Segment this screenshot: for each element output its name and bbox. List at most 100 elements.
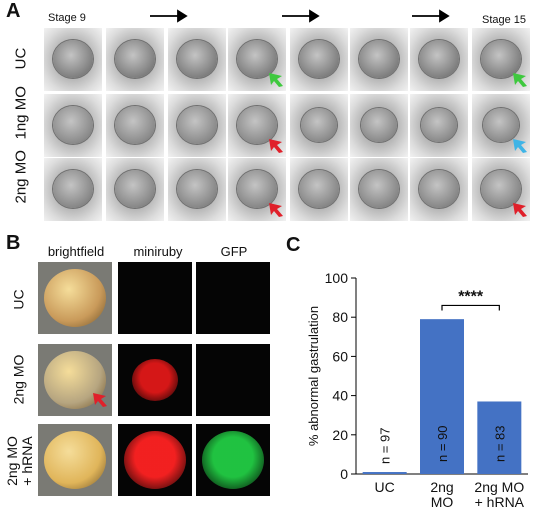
embryo [359,39,399,78]
embryo-image [290,94,348,157]
embryo-image [44,94,102,157]
embryo [299,39,339,78]
embryo [115,105,155,144]
embryo [202,431,264,489]
embryo [115,39,155,78]
bar [477,401,522,474]
right-arrow-head-icon [177,9,188,23]
microscopy-image [38,344,112,416]
embryo-image [106,158,164,221]
x-category-label: MO [431,494,454,510]
embryo-image [106,28,164,91]
n-count-label: n = 97 [378,428,393,465]
y-tick-label: 40 [332,388,348,404]
embryo [299,169,339,208]
microscopy-image [118,262,192,334]
embryo-image [44,158,102,221]
panel-a-row-label-uc: UC [12,47,30,70]
embryo [177,39,217,78]
pointer-arrow-icon [513,139,527,153]
panel-a-row-label-2ng: 2ng MO [12,150,30,204]
y-tick-label: 20 [332,427,348,443]
panel-a-row-label-1ng: 1ng MO [12,86,30,140]
embryo-image [410,94,468,157]
embryo-image [168,94,226,157]
embryo [481,169,521,208]
embryo-image [472,94,530,157]
embryo-image [350,94,408,157]
abnormal-gastrulation-bar-chart: 0 20 40 60 80 100 % abnormal gastrulation n = 9… [306,270,528,510]
embryo [359,169,399,208]
bar [420,319,464,474]
embryo [237,39,277,78]
bar [362,472,407,474]
embryo [237,169,277,208]
column-label-brightfield: brightfield [47,244,105,259]
pointer-arrow-icon [269,139,283,153]
embryo-image [410,28,468,91]
embryo-image [106,94,164,157]
embryo [124,431,186,489]
right-arrow-head-icon [439,9,450,23]
stage-start-label: Stage 9 [48,12,86,24]
embryo-image [290,28,348,91]
microscopy-image [38,262,112,334]
n-count-label: n = 83 [492,425,507,462]
embryo [481,39,521,78]
embryo [301,107,337,142]
y-tick-label: 0 [340,466,348,482]
embryo [132,359,178,401]
embryo [44,269,106,327]
panel-a-letter: A [6,0,21,22]
embryo-image [350,158,408,221]
embryo-image [410,158,468,221]
embryo-image [44,28,102,91]
y-tick-label: 60 [332,348,348,364]
y-axis-label: % abnormal gastrulation [306,306,321,446]
embryo-image [290,158,348,221]
x-category-label: + hRNA [475,494,525,510]
pointer-arrow-icon [513,73,527,87]
microscopy-image [118,424,192,496]
right-arrow-head-icon [309,9,320,23]
embryo [53,105,93,144]
pointer-arrow-icon [269,203,283,217]
embryo [115,169,155,208]
progress-arrows [150,9,450,23]
embryo [53,169,93,208]
column-label-gfp: GFP [220,244,248,259]
microscopy-image [196,344,270,416]
panel-c-letter: C [286,234,301,256]
embryo-image [168,28,226,91]
embryo [419,169,459,208]
significance-label: **** [458,288,484,305]
embryo [237,105,277,144]
microscopy-image [196,262,270,334]
embryo [177,169,217,208]
x-category-label: 2ng MO [474,479,524,495]
microscopy-image [38,424,112,496]
embryo-image [168,158,226,221]
x-category-label: 2ng [430,479,453,495]
stage-end-label: Stage 15 [482,14,527,26]
panel-b-row-label-2ng-mo-hrna: 2ng MO + hRNA [4,436,35,486]
panel-b-row-label-uc: UC [10,289,27,310]
significance-bracket [441,304,500,311]
embryo [44,431,106,489]
panel-b-letter: B [6,232,21,254]
embryo [53,39,93,78]
embryo-image [350,28,408,91]
embryo [419,39,459,78]
embryo [361,107,397,142]
embryo-image [472,28,530,91]
pointer-arrow-icon [269,73,283,87]
embryo [421,107,457,142]
microscopy-image [118,344,192,416]
y-tick-label: 100 [325,270,349,286]
microscopy-image [196,424,270,496]
embryo [483,107,519,142]
n-count-label: n = 90 [435,425,450,462]
column-label-miniruby: miniruby [133,244,183,259]
pointer-arrow-icon [513,203,527,217]
embryo [177,105,217,144]
